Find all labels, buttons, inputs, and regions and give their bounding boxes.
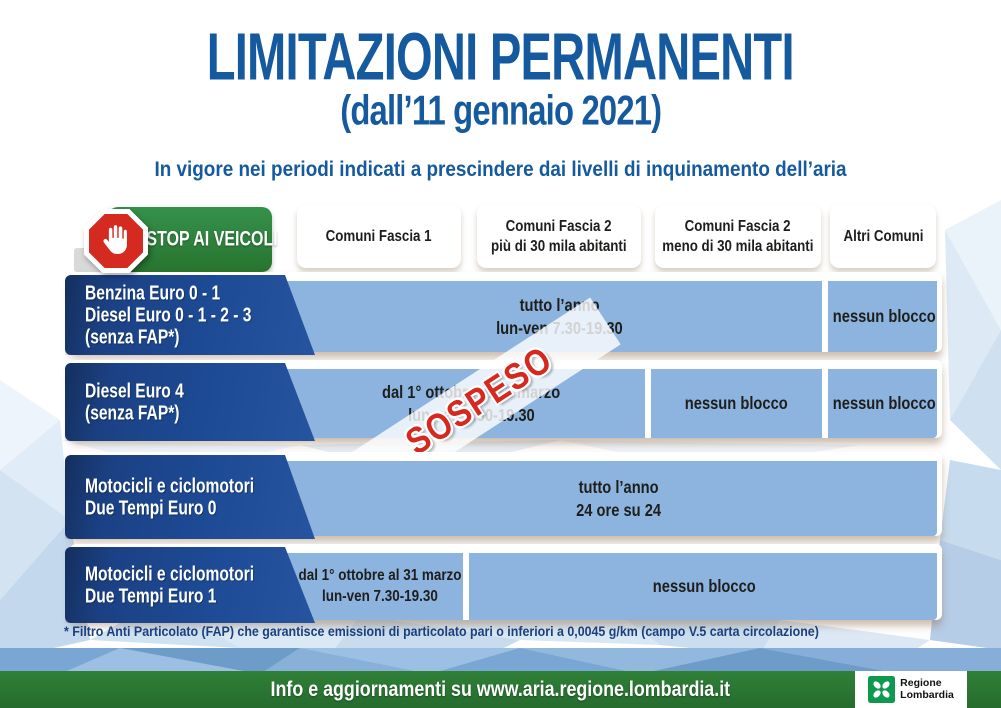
row-label-ribbon: Benzina Euro 0 - 1 Diesel Euro 0 - 1 - 2… — [65, 275, 315, 355]
cell-nessun-blocco: nessun blocco — [832, 393, 936, 414]
table-row-benzina-diesel: tutto l’anno lun-ven 7.30-19.30 nessun b… — [70, 272, 942, 352]
cell-nessun-blocco: nessun blocco — [653, 576, 756, 597]
page-tagline: In vigore nei periodi indicati a prescin… — [154, 158, 847, 181]
row-label-ribbon: Motocicli e ciclomotori Due Tempi Euro 1 — [65, 547, 315, 623]
cell-nessun-blocco: nessun blocco — [685, 393, 788, 414]
regione-lombardia-logo: Regione Lombardia — [855, 671, 967, 708]
footer-bar: Info e aggiornamenti su www.aria.regione… — [0, 671, 1001, 708]
logo-wordmark: Regione Lombardia — [900, 676, 954, 701]
footer-info-url: Info e aggiornamenti su www.aria.regione… — [270, 677, 731, 701]
table-row-motocicli-euro0: tutto l’anno 24 ore su 24 Motocicli e ci… — [70, 452, 942, 536]
cell-tutto-anno-24: tutto l’anno 24 ore su 24 — [576, 476, 661, 520]
row-label-ribbon: Diesel Euro 4 (senza FAP*) — [65, 363, 315, 441]
column-header-fascia2-meno30: Comuni Fascia 2 meno di 30 mila abitanti — [655, 205, 821, 268]
page-subtitle: (dall’11 gennaio 2021) — [339, 87, 662, 135]
column-header-fascia2-piu30: Comuni Fascia 2 più di 30 mila abitanti — [477, 205, 641, 268]
stop-veicoli-label: STOP AI VEICOLI — [146, 227, 278, 251]
rosa-camuna-icon — [868, 676, 896, 703]
table-row-motocicli-euro1: dal 1° ottobre al 31 marzo lun-ven 7.30-… — [70, 544, 942, 620]
column-header-altri-comuni: Altri Comuni — [830, 205, 936, 268]
cell-dal-ottobre: dal 1° ottobre al 31 marzo lun-ven 7.30-… — [298, 566, 462, 605]
cell-nessun-blocco: nessun blocco — [832, 306, 936, 327]
stop-hand-icon — [84, 209, 148, 273]
fap-footnote: * Filtro Anti Particolato (FAP) che gara… — [64, 624, 819, 639]
page-title: LIMITAZIONI PERMANENTI — [206, 20, 795, 95]
row-label-ribbon: Motocicli e ciclomotori Due Tempi Euro 0 — [65, 455, 315, 539]
column-header-fascia1: Comuni Fascia 1 — [297, 205, 461, 268]
cell-dal-ottobre: dal 1° ottobre al 31 marzo lun-ven 7.30-… — [297, 296, 645, 511]
raised-hand-glyph — [103, 225, 127, 254]
table-row-diesel-euro4: dal 1° ottobre al 31 marzo lun-ven 7.30-… — [70, 296, 942, 511]
